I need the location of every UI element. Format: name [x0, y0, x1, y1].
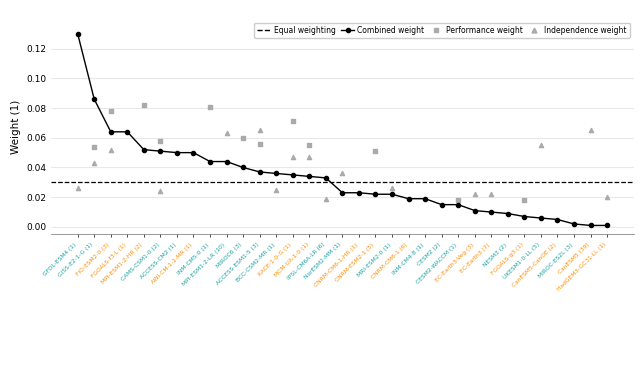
- Point: [602, 194, 612, 200]
- Point: [106, 147, 116, 153]
- Point: [287, 118, 298, 124]
- Point: [321, 196, 331, 202]
- Point: [519, 197, 529, 203]
- Point: [72, 185, 83, 191]
- Point: [337, 170, 348, 177]
- Point: [255, 141, 265, 147]
- Point: [304, 154, 314, 160]
- Point: [255, 127, 265, 133]
- Point: [486, 191, 497, 197]
- Point: [371, 148, 381, 154]
- Point: [89, 144, 99, 150]
- Y-axis label: Weight (1): Weight (1): [11, 99, 20, 154]
- Point: [470, 191, 480, 197]
- Point: [89, 160, 99, 166]
- Point: [205, 104, 215, 110]
- Point: [156, 188, 166, 194]
- Point: [271, 187, 282, 193]
- Point: [139, 102, 149, 108]
- Point: [106, 108, 116, 114]
- Point: [287, 154, 298, 160]
- Point: [221, 130, 232, 136]
- Point: [156, 138, 166, 144]
- Point: [387, 185, 397, 191]
- Legend: Equal weighting, Combined weight, Performance weight, Independence weight: Equal weighting, Combined weight, Perfor…: [254, 23, 630, 38]
- Point: [238, 135, 248, 141]
- Point: [586, 127, 596, 133]
- Point: [304, 142, 314, 148]
- Point: [536, 142, 546, 148]
- Point: [453, 197, 463, 203]
